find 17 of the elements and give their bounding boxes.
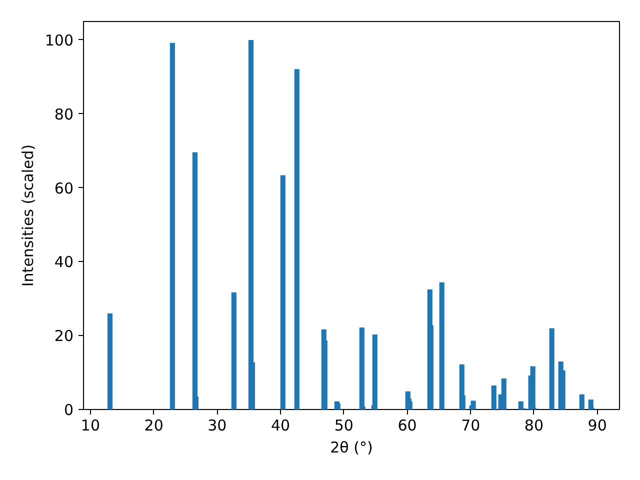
y-tick-label: 100	[44, 31, 74, 50]
y-tick-label: 0	[64, 401, 74, 419]
y-tick-label: 40	[54, 253, 74, 272]
x-tick-label: 80	[524, 416, 544, 434]
x-axis-title: 2θ (°)	[330, 438, 373, 456]
x-tick-label: 50	[334, 416, 354, 434]
y-tick-label: 20	[54, 327, 74, 346]
y-tick-label: 80	[54, 105, 74, 124]
x-tick-label: 60	[398, 416, 417, 434]
x-tick-label: 30	[208, 416, 227, 434]
x-tick-label: 90	[588, 416, 607, 434]
y-axis-title: Intensities (scaled)	[18, 144, 37, 287]
y-tick-label: 60	[54, 179, 74, 198]
x-tick-label: 10	[80, 416, 100, 434]
x-tick-label: 70	[461, 416, 480, 434]
x-tick-label: 40	[270, 416, 290, 434]
x-tick-label: 20	[144, 416, 164, 434]
